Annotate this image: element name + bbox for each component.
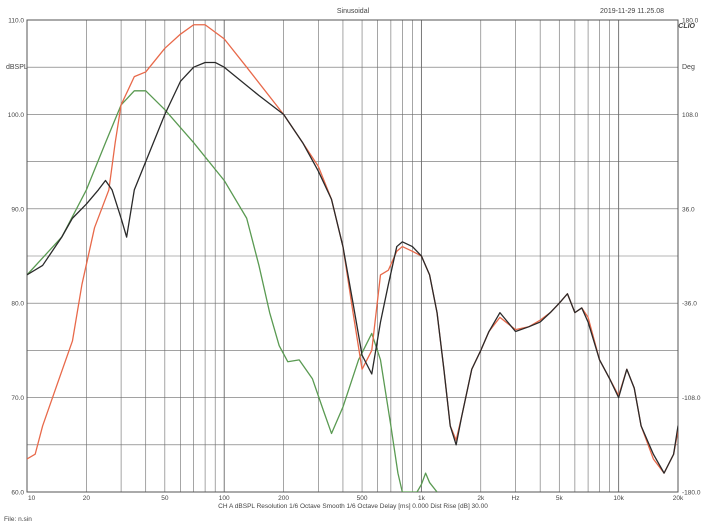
x-tick-label: 10 (28, 495, 36, 502)
x-tick-label: 5k (556, 495, 564, 502)
y-tick-label: 90.0 (11, 206, 24, 213)
x-tick-label: 100 (219, 495, 230, 502)
chart-title: Sinusoidal (337, 8, 370, 15)
y2-tick-label: -180.0 (682, 490, 701, 497)
clio-logo: CLIO (678, 23, 695, 30)
x-tick-label: 200 (278, 495, 289, 502)
y-tick-label: 100.0 (8, 112, 25, 119)
file-label: File: n.sin (4, 516, 32, 523)
y2-tick-label: -36.0 (682, 301, 697, 308)
y-axis-label: dBSPL (6, 64, 28, 71)
series-line-red (27, 24, 678, 474)
x-tick-label: Hz (512, 495, 520, 502)
series-group (27, 24, 678, 492)
plot-grid (26, 20, 679, 492)
x-tick-label: 20k (673, 495, 684, 502)
plot-frame (26, 19, 679, 493)
y-tick-label: 70.0 (11, 395, 24, 402)
y-tick-label: 60.0 (11, 490, 24, 497)
x-tick-label: 2k (477, 495, 485, 502)
x-axis-ticks: 10 20 50 100 200 500 1k 2k Hz 5k 10k 20k (28, 495, 684, 502)
right-axis-ticks: 180.0 108.0 36.0 -36.0 -108.0 -180.0 (682, 18, 701, 497)
y-tick-label: 110.0 (8, 18, 24, 25)
timestamp-label: 2019-11-29 11.25.08 (600, 8, 664, 15)
x-tick-label: 500 (357, 495, 368, 502)
measurement-info: CH A dBSPL Resolution 1/6 Octave Smooth … (218, 503, 488, 510)
y2-tick-label: -108.0 (682, 395, 701, 402)
x-tick-label: 20 (83, 495, 91, 502)
series-line-black (27, 61, 678, 474)
y2-axis-label: Deg (682, 64, 695, 71)
y2-tick-label: 108.0 (682, 112, 699, 119)
x-tick-label: 10k (613, 495, 624, 502)
y2-tick-label: 36.0 (682, 206, 695, 213)
left-axis-ticks: 110.0 100.0 90.0 80.0 70.0 60.0 (8, 18, 25, 497)
x-tick-label: 1k (418, 495, 426, 502)
y2-tick-label: 180.0 (682, 18, 699, 25)
series-line-green (27, 90, 438, 492)
y-tick-label: 80.0 (11, 301, 24, 308)
x-tick-label: 50 (161, 495, 169, 502)
